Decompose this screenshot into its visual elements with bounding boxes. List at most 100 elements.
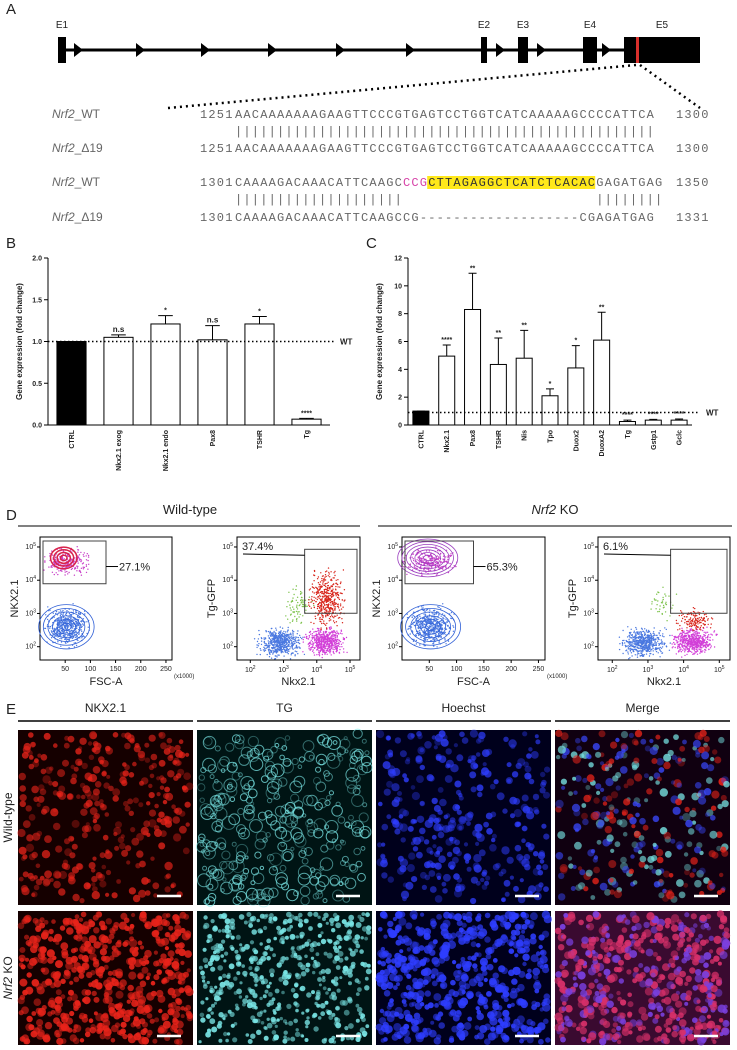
event [653, 598, 656, 600]
y-tick-label: 8 [398, 311, 402, 318]
event [700, 648, 702, 650]
event [324, 636, 326, 638]
event [308, 589, 311, 591]
cell [22, 820, 31, 828]
event [322, 633, 324, 636]
event [44, 627, 47, 630]
event [678, 644, 680, 646]
contour [38, 604, 95, 650]
event [55, 610, 58, 613]
event [270, 635, 272, 637]
event [438, 556, 440, 558]
cell [173, 833, 182, 842]
event [691, 638, 693, 640]
event [648, 655, 651, 657]
cell [148, 783, 153, 789]
significance: ** [599, 304, 605, 311]
event [317, 605, 319, 608]
event [622, 652, 624, 655]
x-axis-label: FSC-A [457, 676, 491, 688]
event [291, 647, 294, 649]
event [299, 593, 302, 595]
sequence-end: 1331 [676, 211, 710, 225]
event [284, 637, 286, 639]
cell [105, 849, 110, 854]
event [648, 631, 651, 633]
event [318, 586, 320, 588]
event [636, 642, 638, 644]
event [341, 599, 344, 601]
event [292, 634, 294, 636]
event [429, 609, 431, 611]
event [281, 627, 284, 629]
event [56, 614, 59, 616]
event [341, 622, 344, 624]
event [330, 637, 332, 639]
event [703, 631, 705, 633]
event [679, 624, 681, 627]
event [327, 644, 329, 646]
event [319, 584, 321, 586]
x-tick-label: Nkx2.1 exog [116, 430, 123, 471]
event [275, 644, 277, 646]
event [72, 625, 75, 627]
event [324, 595, 326, 597]
event [314, 615, 316, 617]
event [82, 635, 85, 637]
event [267, 640, 269, 642]
event [687, 630, 689, 632]
event [641, 628, 643, 630]
event [648, 648, 650, 650]
event [693, 614, 695, 617]
event [419, 644, 421, 646]
event [73, 623, 75, 625]
event [423, 623, 425, 625]
event [661, 600, 664, 602]
event [628, 643, 631, 645]
event [677, 629, 679, 631]
event [295, 610, 298, 613]
event [65, 612, 68, 615]
y-axis-label: Gene expression (fold change) [15, 283, 24, 400]
event [317, 640, 320, 642]
event [83, 552, 86, 554]
event [671, 643, 673, 645]
event [282, 647, 285, 649]
event [446, 621, 448, 623]
event [335, 621, 338, 623]
event [64, 632, 66, 634]
event [629, 657, 631, 659]
event [692, 645, 694, 647]
event [702, 644, 704, 646]
event [71, 617, 73, 619]
event [289, 646, 292, 648]
event [698, 617, 700, 619]
event [311, 638, 314, 640]
event [73, 642, 75, 644]
event [310, 601, 312, 603]
event [317, 582, 320, 584]
event [61, 638, 63, 640]
cell [128, 887, 136, 895]
event [328, 620, 330, 622]
event [708, 634, 710, 636]
event [327, 600, 330, 602]
event [286, 651, 288, 654]
event [281, 650, 283, 653]
event [64, 571, 66, 573]
event [625, 645, 627, 647]
event [60, 621, 62, 624]
event [699, 652, 701, 654]
event [52, 612, 54, 614]
event [699, 646, 701, 649]
event [320, 618, 322, 620]
error-bar [205, 325, 220, 340]
match-line: |||||||||||||||||||| |||||||| [235, 193, 663, 207]
event [55, 572, 57, 574]
event [286, 649, 288, 652]
event [319, 581, 322, 583]
event [65, 639, 68, 641]
log-exponent: 5 [33, 542, 36, 548]
event [659, 646, 661, 649]
x-tick-label: Gstp1 [651, 430, 658, 450]
